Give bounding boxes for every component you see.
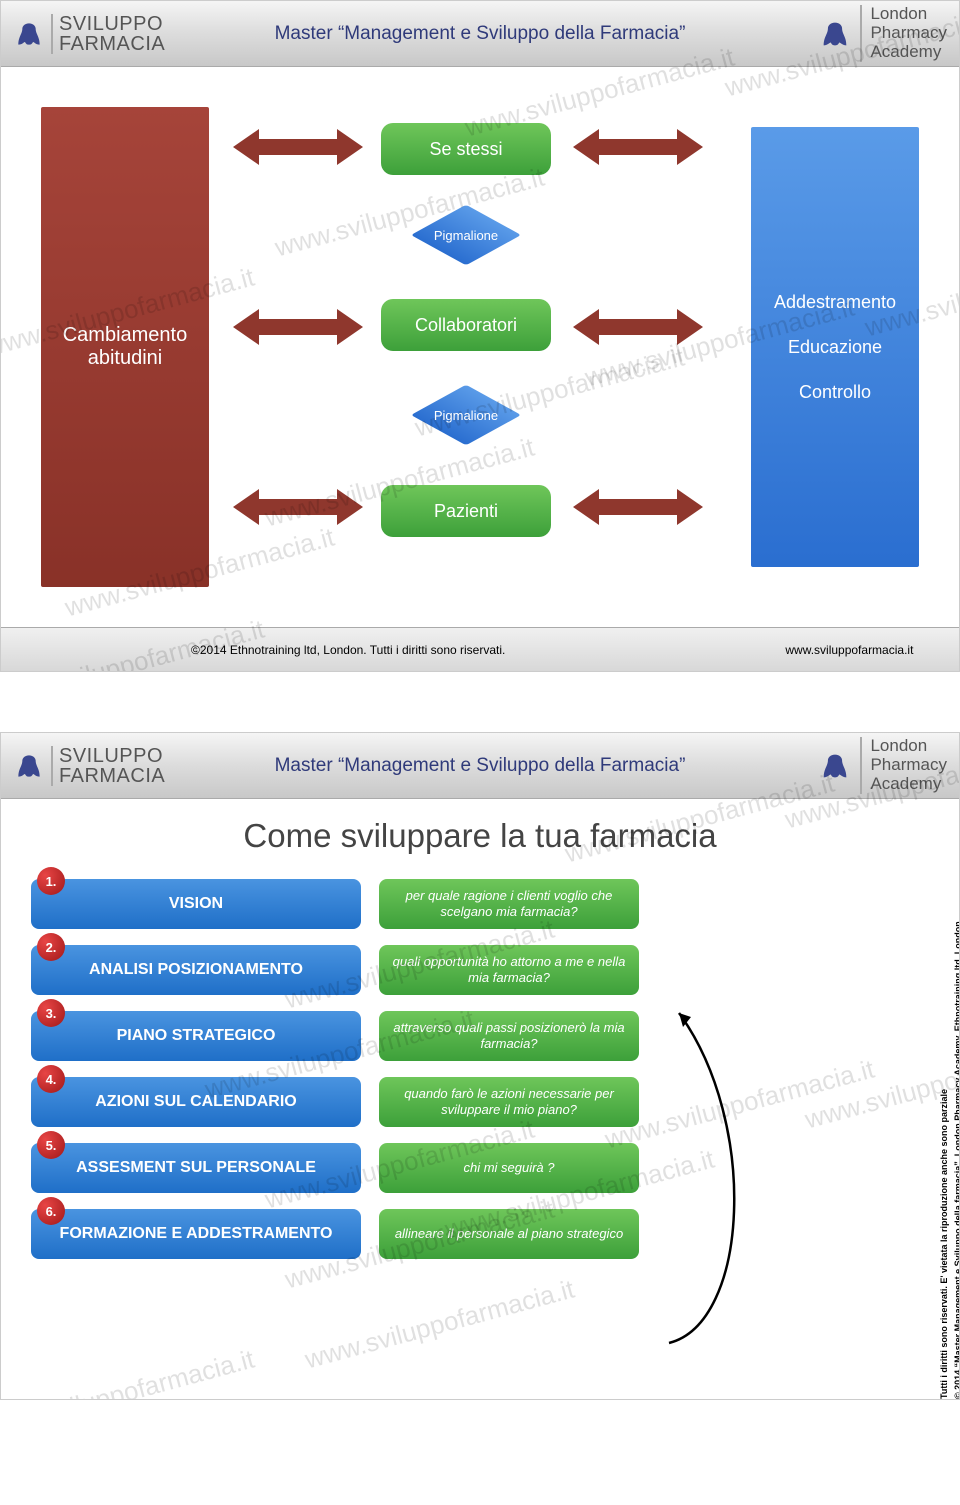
- blue-step: 5.ASSESMENT SUL PERSONALE: [31, 1143, 361, 1193]
- side-copyright-2: Tutti i diritti sono riservati. E' vieta…: [939, 949, 949, 1399]
- double-arrow: [233, 307, 363, 347]
- green-node: Collaboratori: [381, 299, 551, 351]
- logo-sviluppo: SVILUPPO FARMACIA: [13, 746, 165, 786]
- green-question: chi mi seguirà ?: [379, 1143, 639, 1193]
- step-number-badge: 4.: [37, 1065, 65, 1093]
- logo-sviluppo: SVILUPPO FARMACIA: [13, 14, 165, 54]
- header-title: Master “Management e Sviluppo della Farm…: [275, 755, 686, 777]
- lion-icon: [13, 750, 45, 782]
- logo-academy: London Pharmacy Academy: [818, 5, 947, 61]
- double-arrow: [573, 307, 703, 347]
- double-arrow: [573, 127, 703, 167]
- lion-icon: [818, 17, 852, 51]
- right-blue-box: Addestramento Educazione Controllo: [751, 127, 919, 567]
- blue-step: 1.VISION: [31, 879, 361, 929]
- brand-left-text: SVILUPPO FARMACIA: [51, 14, 165, 54]
- green-node: Pazienti: [381, 485, 551, 537]
- blue-step: 3.PIANO STRATEGICO: [31, 1011, 361, 1061]
- green-node: Se stessi: [381, 123, 551, 175]
- brand-line1: SVILUPPO: [59, 14, 165, 34]
- blue-step: 2.ANALISI POSIZIONAMENTO: [31, 945, 361, 995]
- lion-icon: [818, 749, 852, 783]
- green-question: allineare il personale al piano strategi…: [379, 1209, 639, 1259]
- blue-step: 4.AZIONI SUL CALENDARIO: [31, 1077, 361, 1127]
- logo-academy: London Pharmacy Academy: [818, 737, 947, 793]
- left-red-box: Cambiamento abitudini: [41, 107, 209, 587]
- double-arrow: [233, 487, 363, 527]
- footer-copyright: ©2014 Ethnotraining ltd, London. Tutti i…: [191, 643, 505, 657]
- watermark: www.sviluppofarmacia.it: [302, 1274, 578, 1376]
- slide2-title: Come sviluppare la tua farmacia: [1, 817, 959, 855]
- brand-left-text: SVILUPPO FARMACIA: [51, 746, 165, 786]
- diamond-node: Pigmalione: [411, 387, 521, 443]
- watermark: www.sviluppofarmacia.it: [0, 1344, 258, 1400]
- step-number-badge: 2.: [37, 933, 65, 961]
- brand-line2: FARMACIA: [59, 34, 165, 54]
- academy-text: London Pharmacy Academy: [860, 737, 947, 793]
- slide1-header: SVILUPPO FARMACIA Master “Management e S…: [1, 1, 959, 67]
- slide2-body: Come sviluppare la tua farmacia 1.VISION…: [1, 799, 959, 1399]
- feedback-arrow: [649, 1003, 769, 1353]
- side-copyright: © 2014 “Master Management e Sviluppo del…: [953, 949, 960, 1399]
- diamond-node: Pigmalione: [411, 207, 521, 263]
- step-number-badge: 3.: [37, 999, 65, 1027]
- green-question: per quale ragione i clienti voglio che s…: [379, 879, 639, 929]
- double-arrow: [573, 487, 703, 527]
- green-question: quando farò le azioni necessarie per svi…: [379, 1077, 639, 1127]
- academy-text: London Pharmacy Academy: [860, 5, 947, 61]
- blue-step: 6.FORMAZIONE E ADDESTRAMENTO: [31, 1209, 361, 1259]
- header-title: Master “Management e Sviluppo della Farm…: [275, 23, 686, 45]
- slide1-footer: ©2014 Ethnotraining ltd, London. Tutti i…: [1, 627, 959, 671]
- slide1-body: Cambiamento abitudini Addestramento Educ…: [1, 67, 959, 627]
- footer-url: www.sviluppofarmacia.it: [785, 643, 913, 657]
- lion-icon: [13, 18, 45, 50]
- green-question: attraverso quali passi posizionerò la mi…: [379, 1011, 639, 1061]
- slide-1: SVILUPPO FARMACIA Master “Management e S…: [0, 0, 960, 672]
- step-number-badge: 5.: [37, 1131, 65, 1159]
- slide2-header: SVILUPPO FARMACIA Master “Management e S…: [1, 733, 959, 799]
- steps-grid: 1.VISION per quale ragione i clienti vogl…: [31, 879, 959, 1259]
- step-number-badge: 1.: [37, 867, 65, 895]
- step-number-badge: 6.: [37, 1197, 65, 1225]
- green-question: quali opportunità ho attorno a me e nell…: [379, 945, 639, 995]
- double-arrow: [233, 127, 363, 167]
- slide-2: SVILUPPO FARMACIA Master “Management e S…: [0, 732, 960, 1400]
